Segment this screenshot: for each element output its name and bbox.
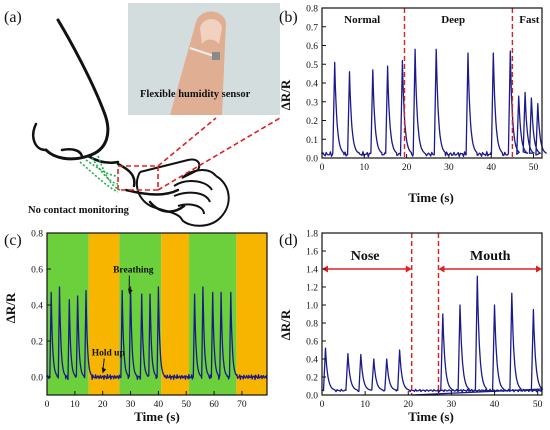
mouth-icon bbox=[116, 162, 136, 188]
upper-lip-icon bbox=[86, 154, 120, 164]
panel-d-xtick-label-2: 20 bbox=[404, 400, 414, 410]
panel-b-xtick-label-4: 40 bbox=[486, 163, 496, 173]
panel-b-label: (b) bbox=[279, 9, 298, 26]
panel-d-ytick-label-4: 0.8 bbox=[306, 320, 318, 330]
panel-c-ytick-label-2: 0.4 bbox=[31, 302, 43, 312]
panel-b-ytick-label-7: 0.7 bbox=[306, 23, 318, 33]
panel-b-ytick-label-6: 0.6 bbox=[306, 42, 318, 52]
nose-outline-icon bbox=[44, 18, 110, 161]
panel-d-ytick-label-7: 1.4 bbox=[306, 266, 318, 276]
panel-c-xlabel: Time (s) bbox=[134, 409, 180, 424]
panel-d-ytick-label-2: 0.4 bbox=[306, 356, 318, 366]
panel-b-xtick-label-3: 30 bbox=[444, 163, 454, 173]
panel-b-region-label-2: Fast bbox=[519, 14, 540, 26]
panel-d-ytick-label-5: 1.0 bbox=[306, 302, 318, 312]
sensor-caption: Flexible humidity sensor bbox=[140, 89, 251, 100]
sensor-zoom-box bbox=[117, 165, 159, 191]
panel-d-ytick-label-9: 1.8 bbox=[306, 230, 318, 240]
panel-b-xtick-label-5: 50 bbox=[529, 163, 539, 173]
panel-c-ytick-label-4: 0.8 bbox=[31, 230, 43, 240]
sensor-chip-icon bbox=[212, 52, 220, 60]
panel-d-ytick-label-1: 0.2 bbox=[306, 374, 318, 384]
panel-d-xtick-label-4: 40 bbox=[490, 400, 500, 410]
panel-b-ytick-label-1: 0.1 bbox=[306, 136, 318, 146]
panel-c-xtick-label-3: 30 bbox=[126, 400, 136, 410]
panel-c-ytick-label-3: 0.6 bbox=[31, 266, 43, 276]
panel-d-ytick-label-8: 1.6 bbox=[306, 248, 318, 258]
panel-b-signal-line bbox=[321, 48, 547, 158]
nostril-wing-icon bbox=[32, 122, 48, 152]
panel-c-annotation-arrowhead-1 bbox=[101, 367, 107, 374]
panel-c-xtick-label-5: 50 bbox=[181, 400, 191, 410]
lower-lip-icon bbox=[124, 188, 180, 196]
airflow-lines bbox=[79, 155, 121, 193]
panel-c-band-5 bbox=[236, 233, 267, 395]
panel-c-signal-line bbox=[46, 286, 268, 381]
panel-d-label: (d) bbox=[279, 232, 298, 249]
panel-b-ytick-label-0: 0.0 bbox=[306, 155, 318, 165]
panel-d-plot-frame bbox=[321, 232, 543, 396]
panel-a-label: (a) bbox=[4, 9, 22, 26]
panel-b-region-label-1: Deep bbox=[441, 14, 465, 26]
panel-d-xtick-label-0: 0 bbox=[320, 400, 325, 410]
panel-d-xtick-label-1: 10 bbox=[360, 400, 370, 410]
panel-d-ytick-label-3: 0.6 bbox=[306, 338, 318, 348]
panel-c-xtick-label-0: 0 bbox=[45, 400, 50, 410]
panel-b-chart: (b) ΔR/R Time (s) Normal Deep Fast 0 10 20 30 4… bbox=[278, 5, 547, 205]
panel-c-plot-frame bbox=[46, 232, 268, 396]
panel-b-region-label-0: Normal bbox=[344, 14, 380, 26]
panel-c-band-1 bbox=[88, 233, 120, 395]
panel-c-xtick-label-1: 10 bbox=[70, 400, 80, 410]
zoom-lines bbox=[117, 117, 281, 191]
panel-b-ytick-label-3: 0.3 bbox=[306, 98, 318, 108]
monitor-caption: No contact monitoring bbox=[28, 205, 130, 216]
panel-a: (a) Flexible humidity sensor bbox=[4, 3, 281, 227]
panel-c-label: (c) bbox=[4, 232, 22, 249]
panel-b-ylabel: ΔR/R bbox=[278, 79, 293, 110]
panel-d-xtick-label-5: 50 bbox=[533, 400, 543, 410]
panel-d-signal-line bbox=[321, 275, 544, 396]
panel-b-ytick-label-2: 0.2 bbox=[306, 117, 318, 127]
panel-b-ytick-label-4: 0.4 bbox=[306, 80, 318, 90]
sensor-photo: Flexible humidity sensor bbox=[128, 3, 280, 115]
panel-c-annotation-arrowhead-0 bbox=[128, 288, 133, 295]
panel-c-ytick-label-0: 0.0 bbox=[31, 374, 43, 384]
hand-finger-icon bbox=[139, 158, 201, 179]
panel-d-range-label-1: Mouth bbox=[470, 249, 511, 264]
panel-c-ylabel: ΔR/R bbox=[3, 292, 18, 323]
panel-c-annotation-1: Hold up bbox=[92, 348, 125, 358]
panel-d-chart: (d) ΔR/R Time (s) Nose Mouth 0 10 20 30 40 50 0.… bbox=[278, 230, 544, 424]
panel-d-ytick-label-0: 0.0 bbox=[306, 392, 318, 402]
panel-c-xtick-label-2: 20 bbox=[98, 400, 108, 410]
panel-d-range-label-0: Nose bbox=[351, 249, 380, 264]
fingernail-icon bbox=[200, 19, 222, 44]
panel-c-xtick-label-7: 70 bbox=[237, 400, 247, 410]
panel-b-xtick-label-1: 10 bbox=[360, 163, 370, 173]
panel-d-xtick-label-3: 30 bbox=[447, 400, 457, 410]
panel-b-xtick-label-2: 20 bbox=[402, 163, 412, 173]
panel-c-chart: (c) ΔR/R Time (s) Breathing Hold up 0 10 20 3… bbox=[3, 230, 268, 424]
sensor-strip-icon bbox=[189, 47, 215, 57]
panel-b-xtick-label-0: 0 bbox=[320, 163, 325, 173]
panel-c-band-3 bbox=[161, 233, 190, 395]
hand-line-art bbox=[135, 158, 230, 227]
panel-b-ytick-label-5: 0.5 bbox=[306, 61, 318, 71]
panel-b-xlabel: Time (s) bbox=[408, 190, 454, 205]
panel-b-ytick-label-8: 0.8 bbox=[306, 5, 318, 15]
panel-d-ytick-label-6: 1.2 bbox=[306, 284, 318, 294]
panel-d-xlabel: Time (s) bbox=[408, 409, 454, 424]
panel-c-xtick-label-4: 40 bbox=[154, 400, 164, 410]
panel-c-xtick-label-6: 60 bbox=[209, 400, 219, 410]
panel-c-annotation-0: Breathing bbox=[113, 266, 154, 276]
nostril-icon bbox=[60, 148, 84, 158]
panel-c-ytick-label-1: 0.2 bbox=[31, 338, 43, 348]
panel-d-ylabel: ΔR/R bbox=[278, 309, 293, 340]
